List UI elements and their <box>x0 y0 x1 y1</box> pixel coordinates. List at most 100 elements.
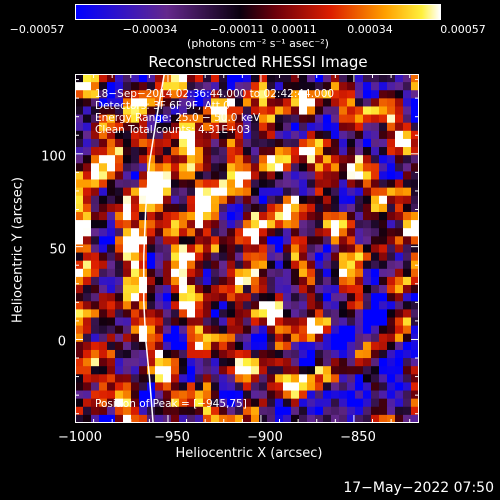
heatmap-cell <box>267 122 276 132</box>
heatmap-cell <box>339 98 348 107</box>
heatmap-cell <box>235 114 244 124</box>
heatmap-cell <box>163 358 172 367</box>
heatmap-cell <box>123 236 132 245</box>
heatmap-cell <box>107 325 116 335</box>
heatmap-cell <box>267 106 276 115</box>
heatmap-cell <box>131 390 140 400</box>
heatmap-cell <box>379 130 388 140</box>
heatmap-cell <box>147 317 156 327</box>
heatmap-cell <box>163 187 172 197</box>
heatmap-cell <box>331 147 340 156</box>
heatmap-cell <box>259 374 268 383</box>
heatmap-cell <box>203 163 212 172</box>
heatmap-cell <box>91 90 100 99</box>
heatmap-cell <box>291 244 300 253</box>
heatmap-cell <box>235 301 244 310</box>
heatmap-cell <box>147 171 156 180</box>
heatmap-cell <box>243 236 252 245</box>
heatmap-cell <box>91 220 100 229</box>
heatmap-cell <box>259 228 268 237</box>
heatmap-cell <box>155 341 164 351</box>
heatmap-cell <box>411 211 419 221</box>
heatmap-cell <box>171 82 180 91</box>
heatmap-cell <box>291 285 300 294</box>
heatmap-cell <box>155 406 164 416</box>
heatmap-cell <box>219 163 228 172</box>
heatmap-cell <box>171 285 180 294</box>
heatmap-cell <box>387 268 396 278</box>
heatmap-cell <box>155 74 164 83</box>
heatmap-cell <box>299 301 308 310</box>
heatmap-cell <box>371 138 380 148</box>
heatmap-cell <box>355 317 364 327</box>
heatmap-cell <box>195 163 204 172</box>
heatmap-cell <box>379 187 388 197</box>
heatmap-cell <box>299 211 308 221</box>
heatmap-cell <box>331 252 340 262</box>
heatmap-cell <box>187 301 196 310</box>
heatmap-cell <box>283 114 292 124</box>
heatmap-cell <box>411 382 419 391</box>
heatmap-cell <box>267 406 276 416</box>
heatmap-cell <box>83 82 92 91</box>
heatmap-cell <box>387 220 396 229</box>
heatmap-cell <box>363 244 372 253</box>
heatmap-cell <box>355 349 364 359</box>
heatmap-cell <box>211 285 220 294</box>
heatmap-cell <box>235 325 244 335</box>
heatmap-cell <box>179 341 188 351</box>
heatmap-cell <box>83 155 92 164</box>
heatmap-cell <box>251 138 260 148</box>
heatmap-cell <box>371 90 380 99</box>
y-axis-label: Heliocentric Y (arcsec) <box>10 177 26 323</box>
heatmap-cell <box>131 244 140 253</box>
heatmap-cell <box>267 147 276 156</box>
heatmap-cell <box>163 163 172 172</box>
heatmap-cell <box>275 90 284 99</box>
heatmap-cell <box>347 358 356 367</box>
heatmap-cell <box>387 301 396 310</box>
heatmap-cell <box>363 333 372 343</box>
heatmap-cell <box>187 82 196 91</box>
heatmap-cell <box>387 414 396 423</box>
heatmap-cell <box>123 195 132 205</box>
heatmap-cell <box>83 260 92 270</box>
heatmap-cell <box>123 390 132 400</box>
heatmap-cell <box>275 122 284 132</box>
heatmap-cell <box>395 74 404 83</box>
heatmap-cell <box>395 228 404 237</box>
heatmap-cell <box>267 179 276 189</box>
heatmap-cell <box>251 406 260 416</box>
y-tick-label: 50 <box>49 242 66 258</box>
heatmap-cell <box>251 122 260 132</box>
heatmap-cell <box>403 244 412 253</box>
heatmap-cell <box>275 114 284 124</box>
heatmap-cell <box>331 122 340 132</box>
heatmap-cell <box>259 414 268 423</box>
heatmap-cell <box>339 138 348 148</box>
heatmap-cell <box>155 374 164 383</box>
heatmap-cell <box>299 130 308 140</box>
heatmap-cell <box>315 414 324 423</box>
heatmap-cell <box>347 366 356 375</box>
generation-timestamp: 17−May−2022 07:50 <box>343 480 494 496</box>
heatmap-cell <box>323 179 332 189</box>
heatmap-cell <box>315 203 324 213</box>
heatmap-cell <box>307 333 316 343</box>
heatmap-cell <box>155 220 164 229</box>
heatmap-cell <box>219 220 228 229</box>
heatmap-cell <box>259 268 268 278</box>
heatmap-cell <box>411 114 419 124</box>
heatmap-cell <box>107 341 116 351</box>
heatmap-cell <box>187 203 196 213</box>
heatmap-cell <box>75 90 84 99</box>
heatmap-cell <box>411 406 419 416</box>
heatmap-cell <box>275 374 284 383</box>
heatmap-cell <box>283 98 292 107</box>
heatmap-cell <box>355 130 364 140</box>
heatmap-cell <box>115 220 124 229</box>
heatmap-cell <box>83 276 92 286</box>
heatmap-cell <box>323 333 332 343</box>
heatmap-cell <box>99 309 108 318</box>
heatmap-cell <box>411 163 419 172</box>
